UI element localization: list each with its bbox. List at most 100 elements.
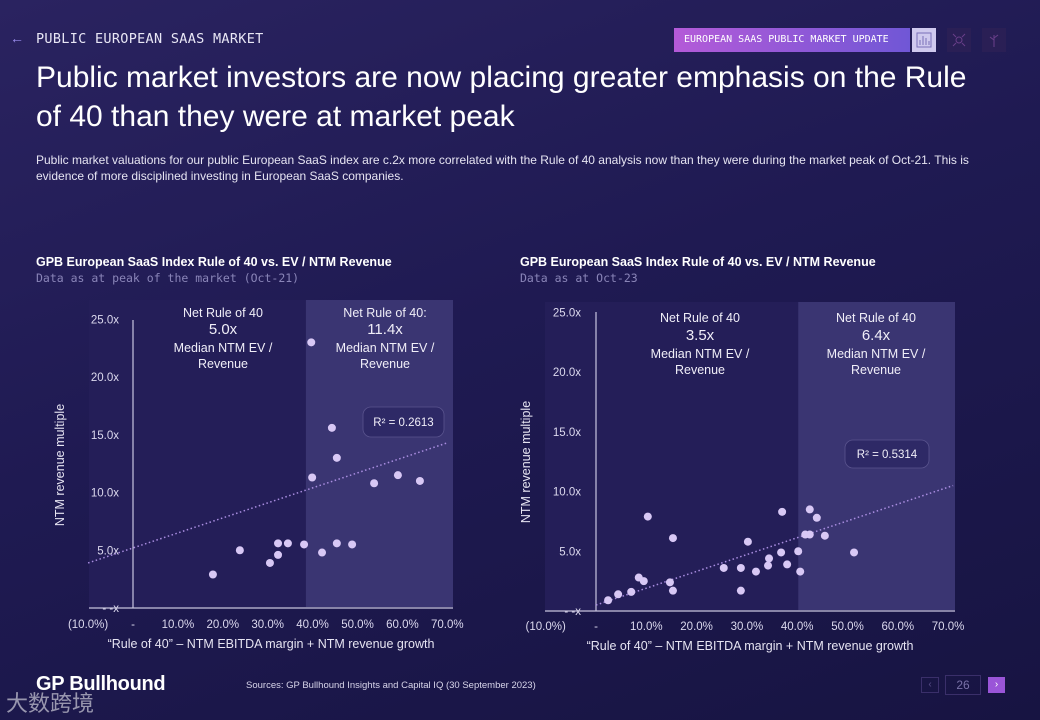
data-point [665,578,674,587]
data-point [370,479,379,488]
scatter-chart-oct23: - -x 5.0x 10.0x 15.0x 20.0x 25.0x (10.0%) - 10.0… [519,302,965,653]
x-tick-label: 50.0% [831,621,864,633]
data-point [643,512,652,521]
sources-note: Sources: GP Bullhound Insights and Capit… [246,680,536,691]
r-squared-box [362,406,445,438]
data-point [743,537,752,546]
x-tick-label: 70.0% [932,621,965,633]
r-squared-box [844,439,930,469]
data-point [332,453,341,462]
data-point [668,586,677,595]
region-annotation: 6.4x [862,327,891,344]
region-annotation: Revenue [198,357,248,371]
data-point [736,563,745,572]
y-tick-label: 15.0x [553,427,581,439]
region-annotation: Net Rule of 40 [183,306,263,320]
data-point [668,534,677,543]
page-number[interactable]: 26 [945,675,981,695]
region-annotation: Net Rule of 40 [836,311,916,325]
x-tick-label: 50.0% [341,619,374,631]
y-tick-label: 20.0x [91,372,119,384]
x-tick-label: 60.0% [881,621,914,633]
y-tick-label: - -x [564,606,581,618]
trend-line [87,442,448,564]
y-tick-label: 25.0x [91,314,119,326]
data-point [318,548,327,557]
region-annotation: Median NTM EV / [827,347,926,361]
data-point [308,473,317,482]
plot-area [545,302,799,610]
data-point [796,567,805,576]
x-tick-label: 30.0% [251,619,284,631]
r-squared-label: R² = 0.2613 [373,417,433,429]
data-point [332,539,341,548]
y-axis-title: NTM revenue multiple [53,404,67,526]
r-squared-label: R² = 0.5314 [857,449,918,461]
highlight-region [305,300,453,607]
region-annotation: Revenue [851,363,901,377]
data-point [805,530,814,539]
data-point [415,476,424,485]
x-axis-title: “Rule of 40” – NTM EBITDA margin + NTM r… [587,639,914,653]
region-annotation: 11.4x [367,321,403,338]
y-axis-title: NTM revenue multiple [519,401,533,523]
y-tick-label: 5.0x [559,546,581,558]
data-point [235,546,244,555]
data-point [300,540,309,549]
data-point [850,548,859,557]
watermark: 大数跨境 [6,691,95,716]
data-point [719,563,728,572]
y-tick-label: 15.0x [91,430,119,442]
chart-title-right: GPB European SaaS Index Rule of 40 vs. E… [520,255,876,269]
chart-subtitle-left: Data as at peak of the market (Oct-21) [36,271,300,285]
region-annotation: Net Rule of 40: [343,306,426,320]
chart-title-left: GPB European SaaS Index Rule of 40 vs. E… [36,255,392,269]
y-tick-label: 5.0x [97,545,119,557]
x-tick-label: 30.0% [731,621,764,633]
data-point [778,507,787,516]
next-page-button[interactable]: › [988,677,1005,693]
y-tick-label: - -x [102,603,119,615]
tree-icon[interactable] [982,28,1006,52]
page-title: Public market investors are now placing … [36,61,967,133]
data-point [307,338,316,347]
data-point [393,471,402,480]
region-annotation: Revenue [360,357,410,371]
data-point [765,554,774,563]
data-point [783,560,792,569]
data-point [614,590,623,599]
x-tick-label: 40.0% [781,621,814,633]
y-tick-label: 10.0x [553,487,581,499]
bar-chart-icon[interactable] [912,28,936,52]
region-annotation: Median NTM EV / [651,347,750,361]
chart-subtitle-right: Data as at Oct-23 [520,271,638,285]
data-point [348,540,357,549]
data-point [812,513,821,522]
region-annotation: Net Rule of 40 [660,311,740,325]
network-icon[interactable] [947,28,971,52]
page-description: Public market valuations for our public … [36,153,969,183]
x-tick-label: 60.0% [386,619,419,631]
scatter-chart-oct21: - -x 5.0x 10.0x 15.0x 20.0x 25.0x (10.0%) - 10.0… [53,300,464,651]
data-point [639,577,648,586]
data-point [751,567,760,576]
data-point [805,505,814,514]
y-tick-label: 20.0x [553,367,581,379]
gp-bullhound-logo: GP Bullhound [36,673,166,695]
x-tick-label: (10.0%) [68,619,108,631]
data-point [736,586,745,595]
data-point [274,550,283,559]
back-arrow-icon[interactable]: ← [10,30,24,46]
x-tick-label: 20.0% [680,621,713,633]
region-annotation: Median NTM EV / [336,341,435,355]
region-annotation: Revenue [675,363,725,377]
market-update-tab[interactable]: EUROPEAN SAAS PUBLIC MARKET UPDATE [674,28,910,52]
y-tick-label: 10.0x [91,488,119,500]
data-point [820,531,829,540]
x-tick-label: - [594,621,598,633]
data-point [794,547,803,556]
y-tick-label: 25.0x [553,307,581,319]
data-point [604,596,613,605]
prev-page-button[interactable]: ‹ [921,677,939,693]
data-point [627,587,636,596]
